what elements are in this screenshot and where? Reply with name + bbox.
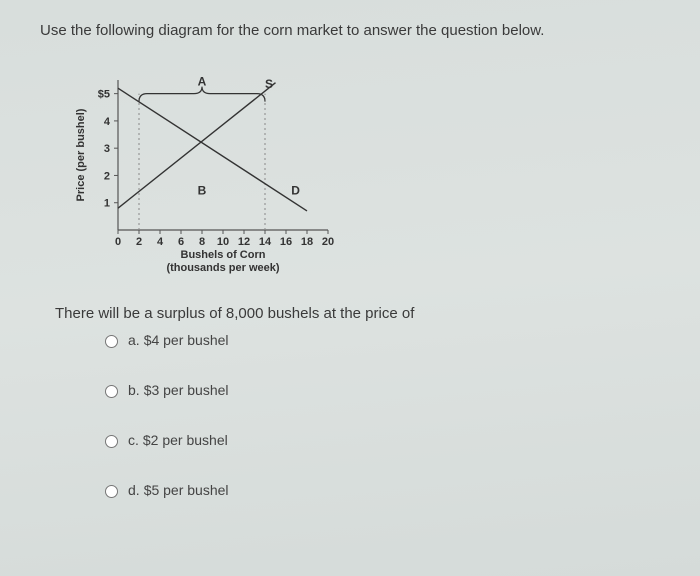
svg-text:10: 10 [217, 236, 229, 248]
svg-text:14: 14 [259, 236, 272, 248]
svg-text:D: D [291, 184, 300, 198]
chart-container: 1234$502468101214161820Bushels of Corn(t… [70, 70, 370, 280]
svg-text:4: 4 [157, 236, 164, 248]
svg-text:A: A [198, 74, 207, 88]
svg-text:3: 3 [104, 143, 110, 155]
question-header: Use the following diagram for the corn m… [40, 22, 544, 39]
svg-text:$5: $5 [98, 89, 110, 101]
option-letter: b. [128, 382, 140, 398]
option-text: $3 per bushel [144, 382, 229, 398]
svg-text:20: 20 [322, 236, 334, 248]
option-radio-a[interactable] [105, 335, 118, 348]
option-b: b.$3 per bushel [100, 382, 229, 398]
option-d: d.$5 per bushel [100, 482, 229, 498]
svg-text:B: B [198, 184, 207, 198]
question-text: There will be a surplus of 8,000 bushels… [55, 305, 414, 322]
option-letter: c. [128, 432, 139, 448]
supply-demand-chart: 1234$502468101214161820Bushels of Corn(t… [70, 70, 370, 270]
option-letter: a. [128, 332, 140, 348]
option-a: a.$4 per bushel [100, 332, 229, 348]
svg-text:1: 1 [104, 198, 110, 210]
svg-text:4: 4 [104, 116, 111, 128]
option-radio-c[interactable] [105, 435, 118, 448]
option-text: $2 per bushel [143, 432, 228, 448]
option-letter: d. [128, 482, 140, 498]
option-c: c.$2 per bushel [100, 432, 229, 448]
svg-text:18: 18 [301, 236, 313, 248]
option-radio-d[interactable] [105, 485, 118, 498]
option-text: $5 per bushel [144, 482, 229, 498]
svg-text:Bushels of Corn: Bushels of Corn [181, 249, 266, 261]
svg-text:Price (per bushel): Price (per bushel) [75, 108, 87, 201]
options-list: a.$4 per bushel b.$3 per bushel c.$2 per b… [100, 332, 229, 532]
svg-text:8: 8 [199, 236, 205, 248]
option-radio-b[interactable] [105, 385, 118, 398]
svg-text:0: 0 [115, 236, 121, 248]
option-text: $4 per bushel [144, 332, 229, 348]
svg-text:2: 2 [136, 236, 142, 248]
svg-text:S: S [265, 77, 273, 91]
svg-text:6: 6 [178, 236, 184, 248]
svg-text:16: 16 [280, 236, 292, 248]
svg-text:2: 2 [104, 170, 110, 182]
svg-text:12: 12 [238, 236, 250, 248]
svg-text:(thousands per week): (thousands per week) [166, 262, 279, 274]
